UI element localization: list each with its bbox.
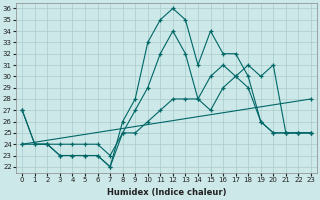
X-axis label: Humidex (Indice chaleur): Humidex (Indice chaleur) bbox=[107, 188, 226, 197]
